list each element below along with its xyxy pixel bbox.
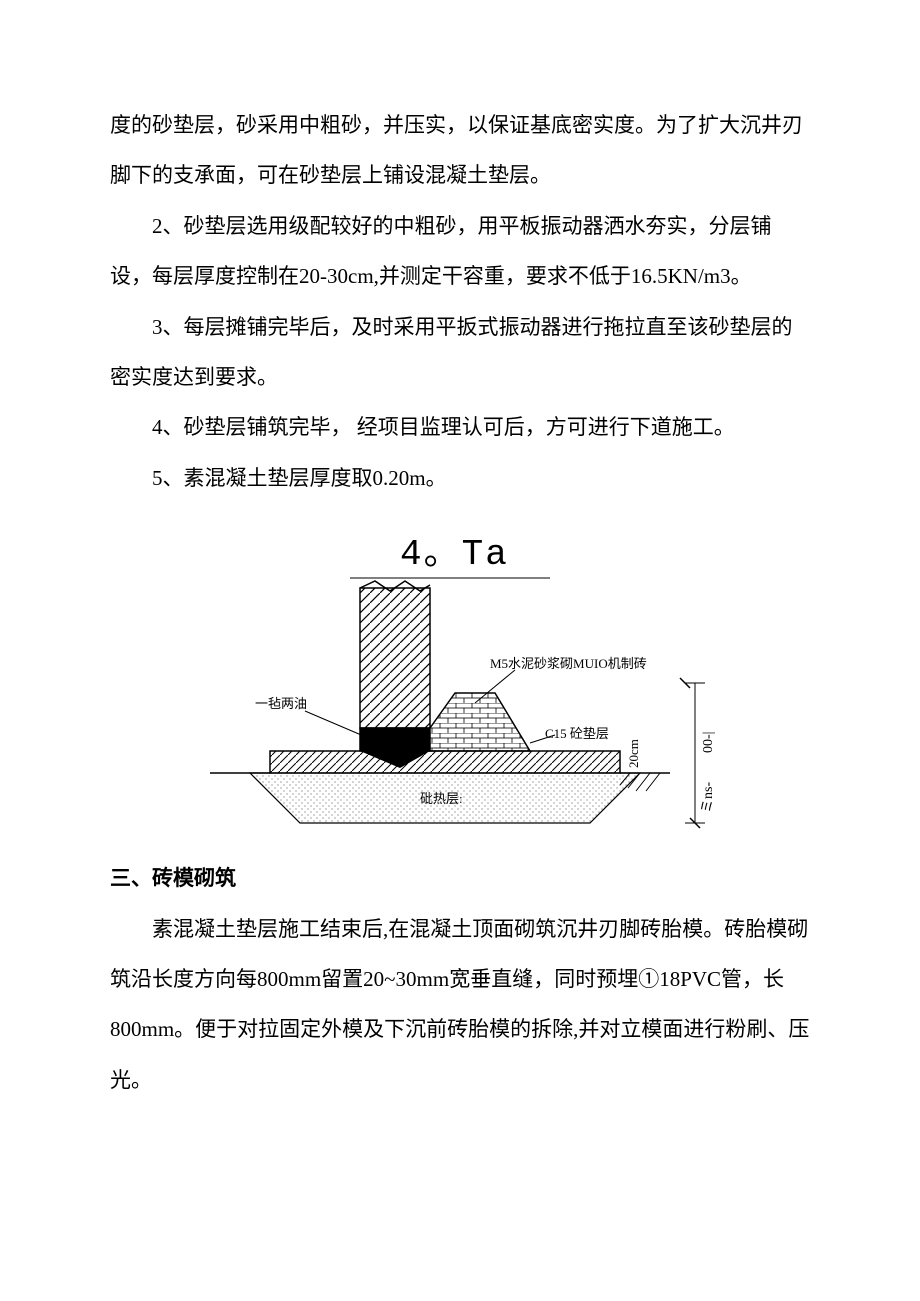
heading-3: 三、砖模砌筑 [110,853,810,903]
label-felt-oil: 一毡两油 [255,696,307,711]
paragraph-2: 2、砂垫层选用级配较好的中粗砂，用平板振动器洒水夯实，分层铺设，每层厚度控制在2… [110,201,810,302]
dim-bottom: ミns- [701,782,716,813]
diagram-container: 4。Ta [110,523,810,843]
label-sand: 砒热层: [420,791,463,806]
paragraph-1: 度的砂垫层，砂采用中粗砂，并压实，以保证基底密实度。为了扩大沉井刃脚下的支承面，… [110,100,810,201]
foundation-diagram: 4。Ta [160,523,760,843]
dim-top: 00-| [701,732,716,753]
paragraph-5: 5、素混凝土垫层厚度取0.20m。 [110,453,810,503]
paragraph-4: 4、砂垫层铺筑完毕， 经项目监理认可后，方可进行下道施工。 [110,402,810,452]
label-brick: M5水泥砂浆砌MUIO机制砖 [490,656,647,671]
section3-p1: 素混凝土垫层施工结束后,在混凝土顶面砌筑沉井刃脚砖胎模。砖胎模砌筑沿长度方向每8… [110,904,810,1106]
diagram-title: 4。Ta [400,523,509,575]
label-20cm: 20cm [626,739,641,768]
label-concrete: C15 砼垫层 [545,726,609,741]
paragraph-3: 3、每层摊铺完毕后，及时采用平扳式振动器进行拖拉直至该砂垫层的密实度达到要求。 [110,302,810,403]
